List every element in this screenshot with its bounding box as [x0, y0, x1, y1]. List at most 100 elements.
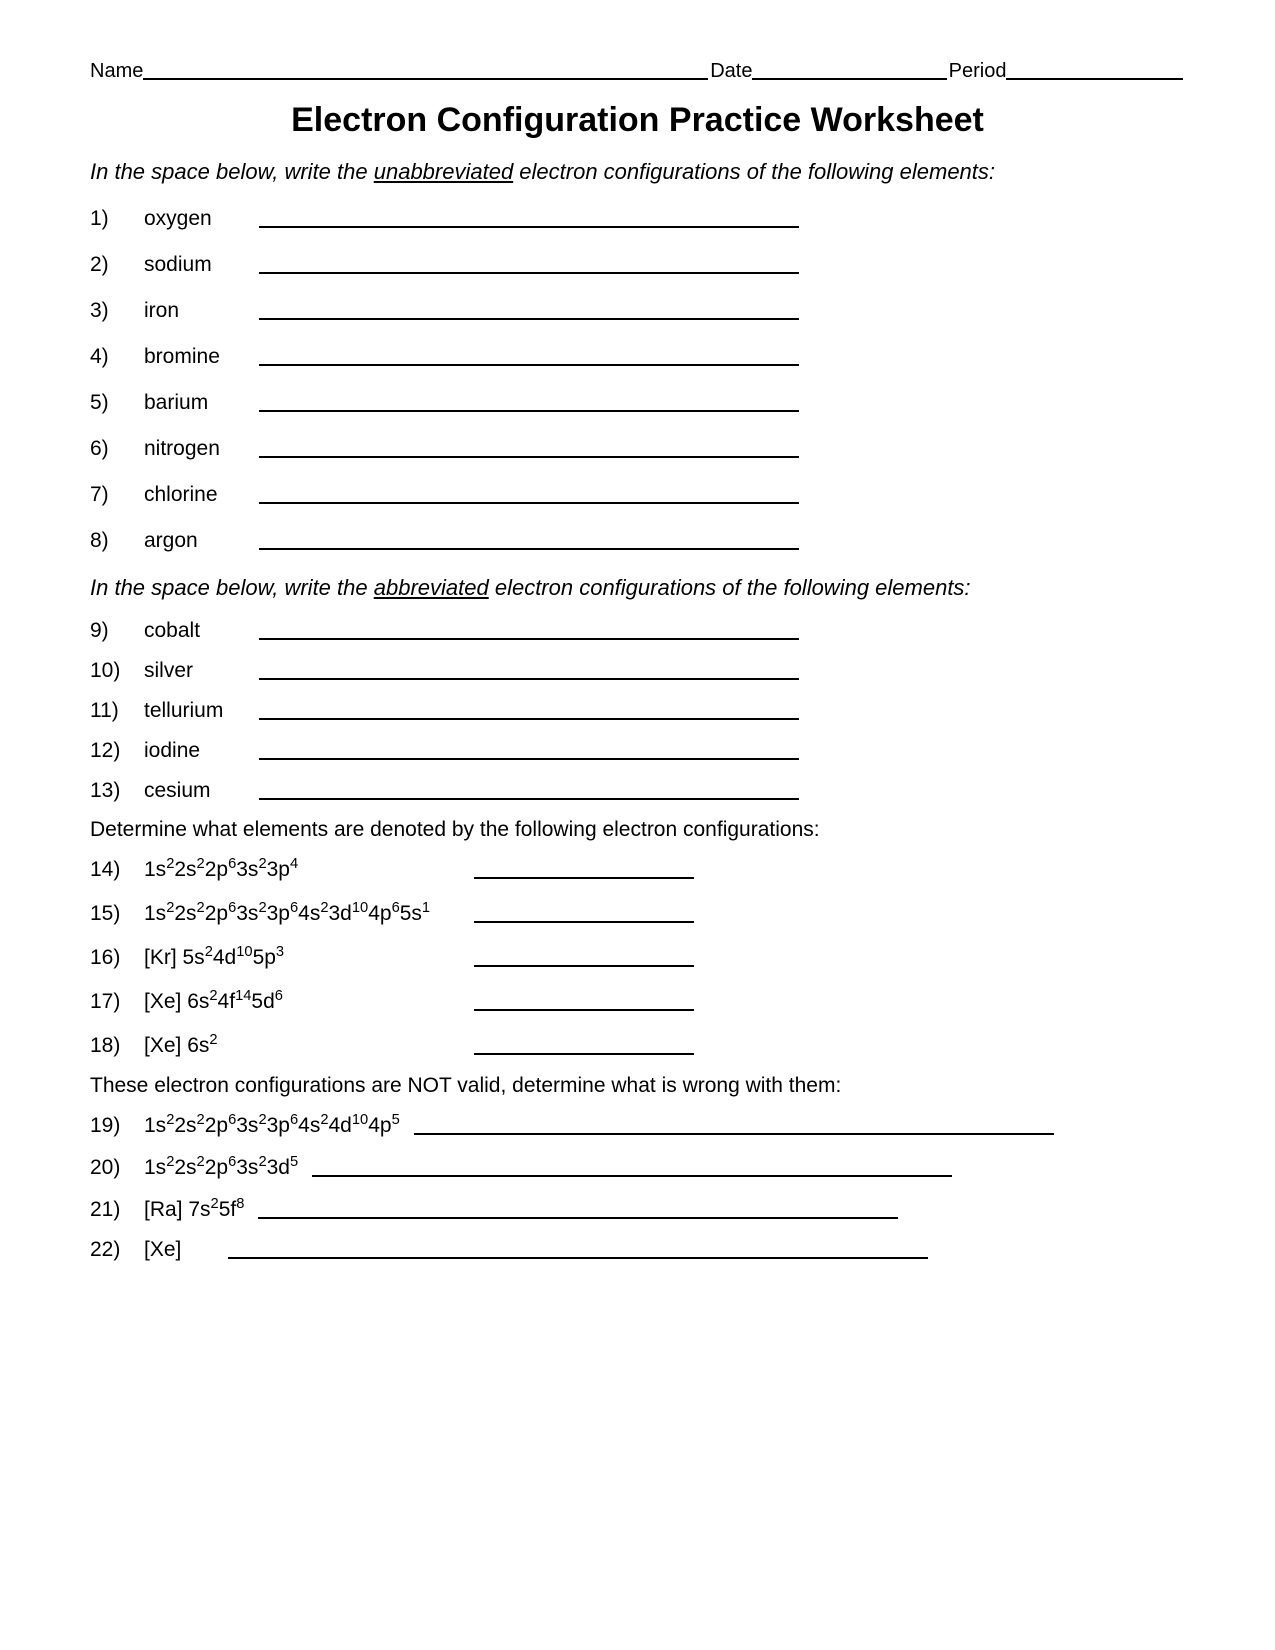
question-row: 13)cesium — [90, 771, 1185, 811]
answer-line[interactable] — [228, 1238, 928, 1259]
question-number: 9) — [90, 619, 144, 643]
answer-line[interactable] — [259, 739, 799, 760]
question-row: 11)tellurium — [90, 691, 1185, 731]
section-b-rows: 9)cobalt10)silver11)tellurium12)iodine13… — [90, 611, 1185, 811]
element-name: tellurium — [144, 699, 259, 723]
element-name: barium — [144, 391, 259, 415]
question-number: 17) — [90, 990, 144, 1014]
instruction-pre: In the space below, write the — [90, 575, 374, 600]
question-row: 8)argon — [90, 518, 1185, 564]
question-row: 22)[Xe] — [90, 1230, 1185, 1270]
question-number: 5) — [90, 391, 144, 415]
question-row: 14)1s22s22p63s23p4 — [90, 847, 1185, 891]
instruction-pre: In the space below, write the — [90, 159, 374, 184]
answer-line[interactable] — [258, 1198, 898, 1219]
period-input-line[interactable] — [1006, 60, 1183, 80]
question-row: 1)oxygen — [90, 196, 1185, 242]
answer-line[interactable] — [259, 391, 799, 412]
question-row: 3)iron — [90, 288, 1185, 334]
question-row: 10)silver — [90, 651, 1185, 691]
answer-line[interactable] — [474, 902, 694, 923]
question-row: 5)barium — [90, 380, 1185, 426]
name-input-line[interactable] — [143, 60, 708, 80]
element-name: iron — [144, 299, 259, 323]
question-number: 19) — [90, 1114, 144, 1138]
answer-line[interactable] — [259, 345, 799, 366]
date-input-line[interactable] — [752, 60, 946, 80]
electron-config: 1s22s22p63s23p4 — [144, 856, 474, 882]
question-row: 12)iodine — [90, 731, 1185, 771]
question-row: 15)1s22s22p63s23p64s23d104p65s1 — [90, 891, 1185, 935]
answer-line[interactable] — [474, 858, 694, 879]
answer-line[interactable] — [312, 1156, 952, 1177]
answer-line[interactable] — [259, 779, 799, 800]
instruction-underlined: abbreviated — [374, 575, 489, 600]
instruction-post: electron configurations of the following… — [489, 575, 971, 600]
section-c-instruction: Determine what elements are denoted by t… — [90, 817, 1185, 843]
question-row: 17)[Xe] 6s24f145d6 — [90, 979, 1185, 1023]
period-label: Period — [949, 60, 1007, 83]
question-number: 15) — [90, 902, 144, 926]
question-row: 21)[Ra] 7s25f8 — [90, 1188, 1185, 1230]
question-number: 18) — [90, 1034, 144, 1058]
question-row: 7)chlorine — [90, 472, 1185, 518]
electron-config: 1s22s22p63s23p64s23d104p65s1 — [144, 900, 474, 926]
answer-line[interactable] — [474, 1034, 694, 1055]
question-row: 2)sodium — [90, 242, 1185, 288]
answer-line[interactable] — [259, 699, 799, 720]
answer-line[interactable] — [414, 1114, 1054, 1135]
header-fields: Name Date Period — [90, 60, 1185, 83]
answer-line[interactable] — [259, 253, 799, 274]
answer-line[interactable] — [259, 659, 799, 680]
electron-config: 1s22s22p63s23d5 — [144, 1154, 298, 1180]
question-row: 9)cobalt — [90, 611, 1185, 651]
electron-config: [Xe] — [144, 1238, 214, 1262]
section-b-instruction: In the space below, write the abbreviate… — [90, 574, 1185, 602]
question-number: 22) — [90, 1238, 144, 1262]
answer-line[interactable] — [474, 946, 694, 967]
answer-line[interactable] — [474, 990, 694, 1011]
electron-config: [Ra] 7s25f8 — [144, 1196, 244, 1222]
question-row: 20)1s22s22p63s23d5 — [90, 1146, 1185, 1188]
date-label: Date — [710, 60, 752, 83]
question-number: 1) — [90, 207, 144, 231]
answer-line[interactable] — [259, 437, 799, 458]
section-c-rows: 14)1s22s22p63s23p415)1s22s22p63s23p64s23… — [90, 847, 1185, 1067]
answer-line[interactable] — [259, 619, 799, 640]
element-name: chlorine — [144, 483, 259, 507]
question-number: 20) — [90, 1156, 144, 1180]
element-name: cobalt — [144, 619, 259, 643]
question-row: 18)[Xe] 6s2 — [90, 1023, 1185, 1067]
question-number: 8) — [90, 529, 144, 553]
question-number: 6) — [90, 437, 144, 461]
question-number: 3) — [90, 299, 144, 323]
section-d-instruction: These electron configurations are NOT va… — [90, 1073, 1185, 1099]
question-number: 13) — [90, 779, 144, 803]
element-name: bromine — [144, 345, 259, 369]
worksheet-title: Electron Configuration Practice Workshee… — [90, 101, 1185, 140]
electron-config: 1s22s22p63s23p64s24d104p5 — [144, 1112, 400, 1138]
section-d-rows: 19)1s22s22p63s23p64s24d104p520)1s22s22p6… — [90, 1104, 1185, 1270]
element-name: argon — [144, 529, 259, 553]
electron-config: [Xe] 6s24f145d6 — [144, 988, 474, 1014]
name-label: Name — [90, 60, 143, 83]
question-number: 14) — [90, 858, 144, 882]
answer-line[interactable] — [259, 483, 799, 504]
question-row: 16)[Kr] 5s24d105p3 — [90, 935, 1185, 979]
element-name: nitrogen — [144, 437, 259, 461]
element-name: iodine — [144, 739, 259, 763]
electron-config: [Xe] 6s2 — [144, 1032, 474, 1058]
question-row: 6)nitrogen — [90, 426, 1185, 472]
question-number: 7) — [90, 483, 144, 507]
element-name: sodium — [144, 253, 259, 277]
answer-line[interactable] — [259, 207, 799, 228]
answer-line[interactable] — [259, 529, 799, 550]
electron-config: [Kr] 5s24d105p3 — [144, 944, 474, 970]
question-number: 16) — [90, 946, 144, 970]
section-a-rows: 1)oxygen2)sodium3)iron4)bromine5)barium6… — [90, 196, 1185, 564]
worksheet-page: Name Date Period Electron Configuration … — [0, 0, 1275, 1650]
instruction-post: electron configurations of the following… — [513, 159, 995, 184]
question-row: 4)bromine — [90, 334, 1185, 380]
answer-line[interactable] — [259, 299, 799, 320]
question-number: 2) — [90, 253, 144, 277]
